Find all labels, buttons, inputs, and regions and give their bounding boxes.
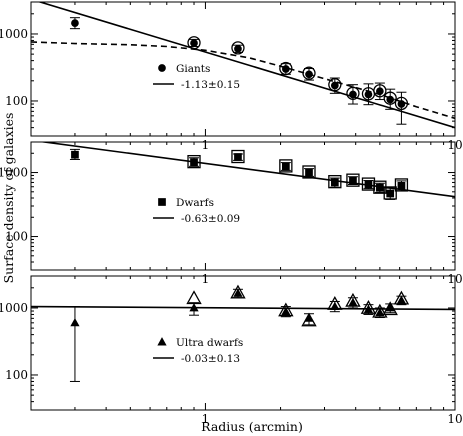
legend-label: Ultra dwarfs	[176, 337, 243, 349]
open-data-point	[231, 149, 245, 164]
data-point	[364, 180, 373, 189]
y-axis-label: Surface density of galaxies	[1, 113, 16, 284]
open-data-point	[302, 66, 316, 80]
data-point	[71, 150, 79, 159]
open-data-point	[231, 41, 245, 55]
legend: Dwarfs -0.63±0.09	[153, 197, 240, 225]
open-data-point	[302, 165, 316, 179]
plot-area	[38, 142, 455, 200]
open-data-point	[393, 290, 410, 305]
x-tick-label: 10	[447, 412, 462, 426]
solid-fit-line	[37, 2, 455, 129]
data-point	[189, 303, 199, 312]
legend-label: Dwarfs	[176, 197, 214, 209]
y-tick-label: 1000	[0, 166, 28, 180]
data-point	[70, 317, 80, 327]
data-point	[281, 306, 291, 316]
data-point	[234, 44, 242, 53]
data-point	[305, 70, 313, 79]
data-point	[364, 90, 373, 99]
data-point	[305, 168, 313, 177]
y-tick-label: 1000	[0, 301, 28, 315]
legend: Ultra dwarfs -0.03±0.13	[153, 337, 243, 365]
data-point	[385, 303, 395, 312]
plot-frame	[30, 141, 456, 271]
open-data-point	[346, 86, 360, 100]
open-data-point	[360, 300, 377, 314]
plot-frame	[30, 1, 456, 137]
open-data-point	[187, 36, 201, 50]
legend-marker	[158, 198, 166, 206]
data-point	[330, 178, 339, 187]
data-point	[234, 153, 242, 161]
data-point	[233, 288, 243, 297]
chart-panel-3: 1 10 100 1000 Ultra dwarfs -0.03±0.13	[0, 275, 463, 426]
legend-line-label: -1.13±0.15	[181, 79, 240, 91]
open-data-point	[373, 84, 387, 98]
open-data-point	[382, 301, 398, 316]
open-data-point	[383, 91, 397, 105]
open-data-point	[279, 61, 293, 76]
open-data-point	[230, 284, 246, 299]
y-tick-label: 100	[5, 230, 28, 244]
legend-line-label: -0.03±0.13	[181, 353, 240, 365]
open-data-point	[328, 78, 342, 92]
chart-panel-2: 1101001000Dwarfs-0.63±0.09	[0, 141, 463, 286]
data-point	[386, 95, 395, 104]
data-point	[349, 176, 357, 185]
x-tick-label: 1	[202, 412, 210, 426]
x-axis-label: Radius (arcmin)	[201, 419, 303, 434]
open-data-point	[345, 292, 361, 307]
plot-area	[31, 2, 455, 129]
data-point	[348, 297, 358, 307]
legend: Giants -1.13±0.15	[153, 63, 240, 91]
data-point	[282, 65, 290, 73]
open-data-point	[187, 154, 201, 169]
data-point	[397, 100, 406, 108]
open-data-point	[394, 96, 409, 111]
data-point	[330, 81, 339, 90]
data-point	[190, 39, 198, 47]
data-point	[71, 19, 79, 28]
data-point	[396, 295, 407, 304]
y-tick-label: 1000	[0, 27, 28, 41]
data-point	[397, 181, 406, 190]
legend-line-label: -0.63±0.09	[181, 213, 240, 225]
dashed-fit-line	[31, 41, 455, 120]
open-data-point	[394, 178, 409, 192]
data-point	[363, 304, 374, 313]
open-data-point	[327, 295, 343, 310]
data-point	[375, 307, 385, 317]
y-tick-label: 100	[5, 94, 28, 108]
open-data-point	[279, 159, 293, 173]
solid-fit-line	[31, 305, 455, 311]
plot-area	[31, 284, 455, 382]
open-data-point	[186, 290, 202, 305]
open-data-point	[372, 303, 388, 318]
open-data-point	[383, 186, 397, 200]
data-point	[376, 183, 384, 192]
data-point	[190, 158, 198, 167]
legend-marker	[157, 337, 167, 346]
open-data-point	[328, 175, 342, 189]
data-point	[349, 90, 357, 99]
legend-label: Giants	[176, 63, 210, 75]
data-point	[282, 162, 290, 171]
data-point	[386, 189, 395, 198]
data-point	[376, 87, 384, 96]
open-data-point	[301, 312, 317, 327]
open-data-point	[278, 302, 294, 317]
chart-panels: 1101001000Giants-1.13±0.151101001000Dwar…	[0, 1, 463, 426]
data-point	[330, 301, 340, 311]
open-data-point	[346, 173, 360, 187]
legend-marker	[158, 64, 166, 72]
chart-panel-1: 1101001000Giants-1.13±0.15	[0, 1, 463, 152]
y-tick-label: 100	[5, 368, 28, 382]
